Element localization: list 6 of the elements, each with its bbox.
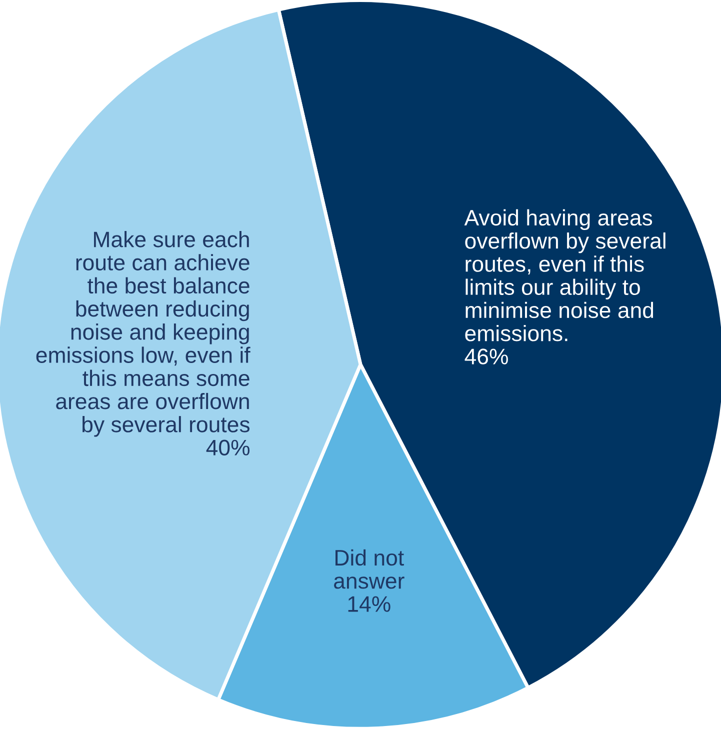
category-label: Make sure each route can achieve the best balance between reducing noise and keeping emissions low, even if this means some areas are overflown by several routes bbox=[36, 231, 250, 437]
slice-label: Avoid having areas overflown by several routes, even if this limits our ability to minimise noise and emissions. bbox=[464, 209, 666, 342]
data-label: 40% bbox=[206, 440, 250, 456]
slice-label: Did not answer bbox=[334, 549, 404, 589]
data-label: 14% bbox=[348, 596, 390, 612]
data-label: 46% bbox=[464, 348, 508, 364]
